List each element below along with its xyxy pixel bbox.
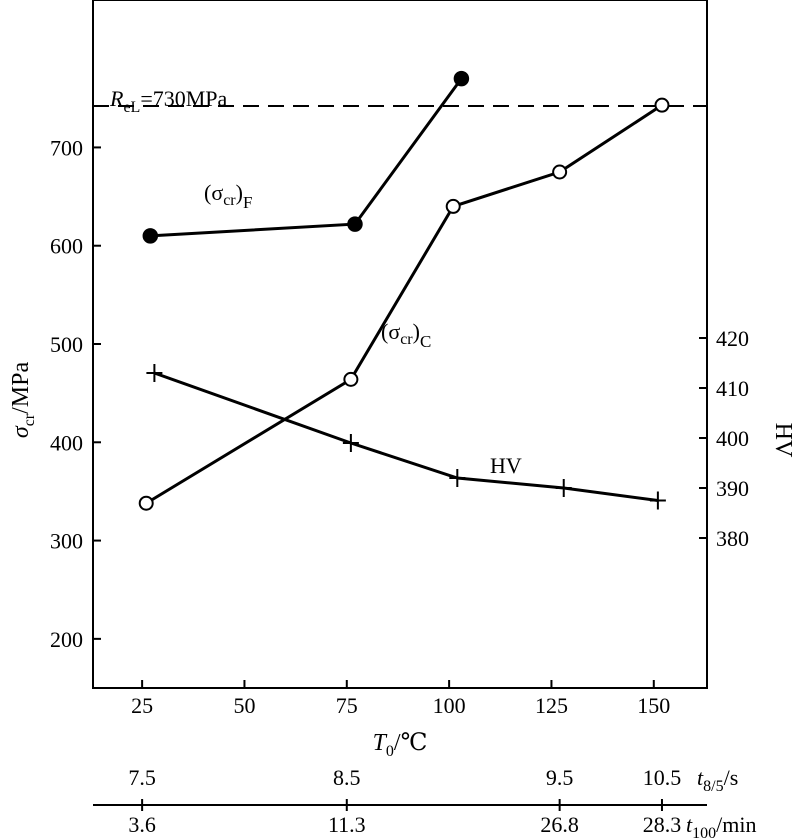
axes: 25 50 75 100 125 150 200 300 400 500 600 700 380 390 4…: [50, 135, 749, 718]
t85-value: 8.5: [333, 765, 361, 790]
t100-value: 11.3: [328, 812, 366, 837]
y-right-tick-label: 400: [716, 426, 749, 451]
x-tick-label: 125: [535, 693, 568, 718]
series-layer: [93, 70, 707, 511]
data-point: [552, 164, 568, 180]
data-point: [445, 198, 461, 214]
series-line-1: [145, 103, 663, 505]
y-left-tick-label: 600: [50, 234, 83, 259]
x-tick-label: 75: [336, 693, 358, 718]
y-right-tick-label: 390: [716, 476, 749, 501]
series-label-HV: HV: [490, 453, 522, 478]
y-right-axis-title: HV: [770, 423, 794, 458]
x-tick-label: 25: [131, 693, 153, 718]
y-left-tick-label: 700: [50, 135, 83, 160]
data-point: [654, 97, 670, 113]
y-right-tick-label: 380: [716, 526, 749, 551]
data-point: [347, 216, 363, 232]
t100-value: 26.8: [540, 812, 579, 837]
series-label-F: (σcr)F: [204, 180, 252, 212]
y-left-tick-label: 200: [50, 627, 83, 652]
data-point: [453, 70, 470, 87]
y-right-tick-label: 410: [716, 376, 749, 401]
x-tick-label: 150: [637, 693, 670, 718]
t85-label: t8/5/s: [697, 765, 738, 795]
reference-line-label: ReL=730MPa: [109, 86, 228, 116]
t85-value: 9.5: [546, 765, 574, 790]
series-label-C: (σcr)C: [381, 319, 431, 351]
y-left-tick-label: 300: [50, 529, 83, 554]
y-left-tick-label: 500: [50, 332, 83, 357]
x-tick-label: 50: [233, 693, 255, 718]
y-left-axis-title: σcr/MPa: [8, 362, 38, 439]
t85-value: 7.5: [128, 765, 156, 790]
data-point: [142, 228, 159, 244]
x-tick-label: 100: [433, 693, 466, 718]
t100-label: t100/min: [686, 812, 756, 840]
labels-layer: T0/℃ σcr/MPa HV ReL=730MPa (σcr)F (σcr)C HV 7.5…: [8, 86, 794, 840]
data-point: [138, 495, 154, 511]
y-right-tick-label: 420: [716, 326, 749, 351]
x-axis-title: T0/℃: [373, 730, 428, 760]
t85-value: 10.5: [643, 765, 682, 790]
y-left-tick-label: 400: [50, 430, 83, 455]
t100-value: 28.3: [643, 812, 682, 837]
data-point: [343, 371, 359, 387]
series-line-2: [153, 371, 659, 502]
t100-value: 3.6: [128, 812, 156, 837]
